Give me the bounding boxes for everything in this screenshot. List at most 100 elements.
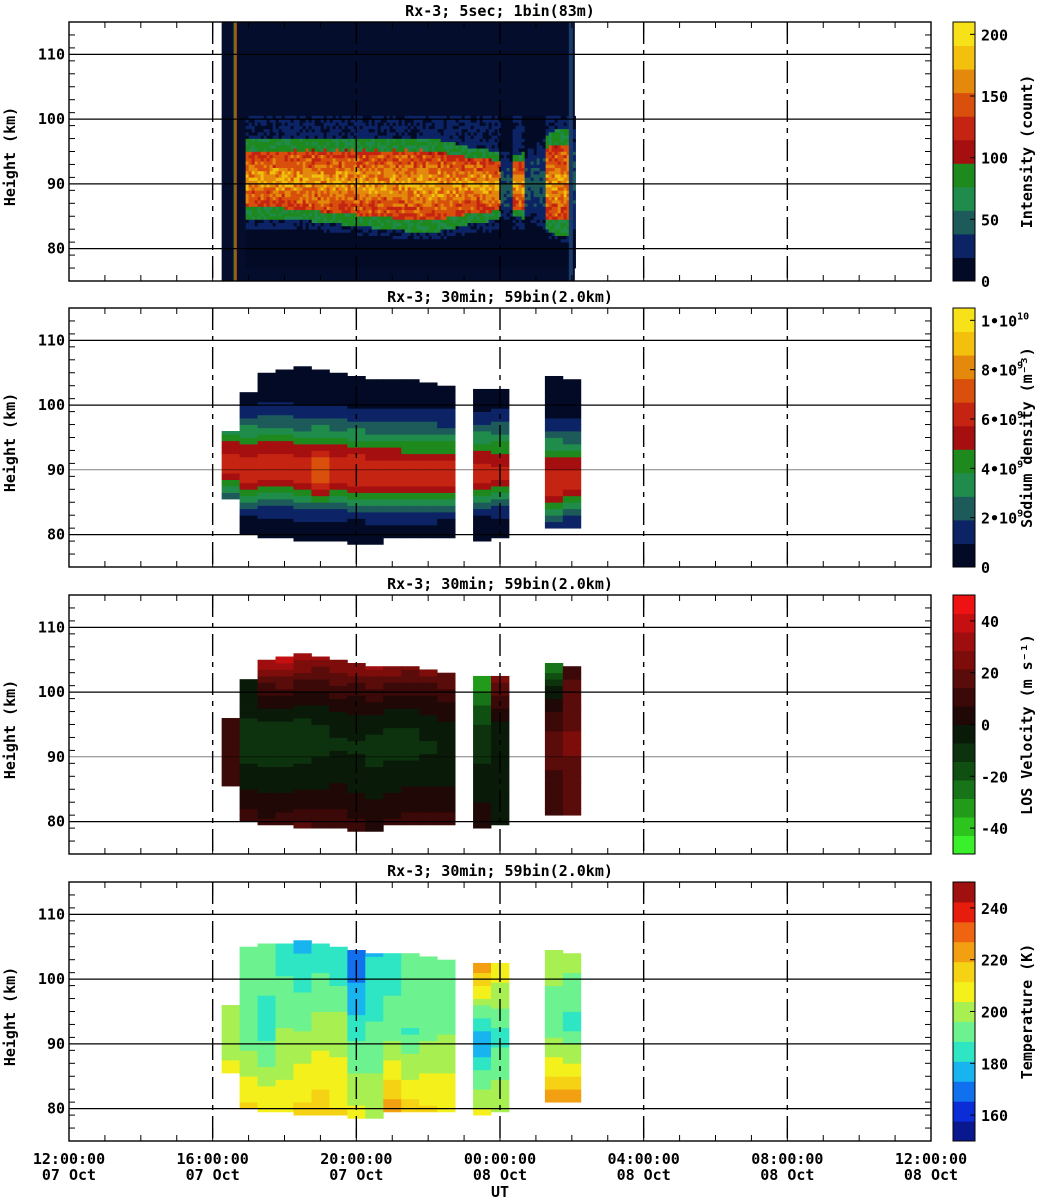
intensity-cell	[380, 141, 384, 146]
intensity-cell	[455, 203, 459, 207]
intensity-cell	[311, 119, 315, 123]
intensity-cell	[341, 222, 345, 227]
intensity-cell	[497, 128, 501, 133]
intensity-cell	[326, 190, 330, 194]
intensity-cell	[440, 255, 444, 259]
intensity-cell	[389, 154, 393, 159]
intensity-cell	[362, 248, 366, 253]
intensity-cell	[278, 161, 282, 165]
intensity-cell	[389, 225, 393, 230]
intensity-cell	[374, 151, 378, 156]
intensity-cell	[515, 180, 519, 185]
intensity-cell	[494, 196, 498, 201]
intensity-cell	[275, 229, 279, 233]
intensity-cell	[341, 264, 345, 269]
intensity-cell	[494, 222, 498, 227]
intensity-cell	[308, 132, 312, 136]
intensity-cell	[407, 122, 411, 126]
intensity-cell	[431, 200, 435, 204]
intensity-cell	[539, 135, 543, 139]
intensity-cell	[383, 196, 387, 201]
intensity-cell	[524, 242, 528, 246]
intensity-cell	[311, 174, 315, 178]
intensity-cell	[389, 132, 393, 136]
intensity-cell	[482, 219, 486, 224]
intensity-cell	[362, 170, 366, 175]
intensity-cell	[386, 141, 390, 146]
intensity-cell	[542, 128, 546, 133]
intensity-cell	[260, 180, 264, 185]
intensity-cell	[302, 258, 306, 262]
intensity-cell	[335, 245, 339, 249]
intensity-cell	[428, 193, 432, 198]
intensity-cell	[518, 180, 522, 185]
intensity-cell	[371, 200, 375, 204]
intensity-cell	[500, 122, 504, 126]
intensity-cell	[422, 128, 426, 133]
intensity-cell	[311, 225, 315, 230]
intensity-cell	[269, 232, 273, 236]
intensity-cell	[494, 125, 498, 130]
intensity-cell	[464, 122, 468, 126]
intensity-cell	[548, 251, 552, 256]
intensity-cell	[377, 141, 381, 146]
intensity-cell	[488, 164, 492, 168]
intensity-cell	[422, 251, 426, 256]
intensity-cell	[494, 154, 498, 159]
intensity-cell	[452, 154, 456, 159]
intensity-cell	[473, 225, 477, 230]
intensity-cell	[527, 135, 531, 139]
intensity-cell	[365, 264, 369, 269]
intensity-cell	[452, 258, 456, 262]
intensity-cell	[479, 242, 483, 246]
intensity-cell	[554, 264, 558, 269]
intensity-cell	[290, 255, 294, 259]
intensity-cell	[260, 148, 264, 152]
intensity-cell	[263, 251, 267, 256]
intensity-cell	[440, 148, 444, 152]
intensity-cell	[521, 251, 525, 256]
intensity-cell	[353, 115, 357, 120]
intensity-cell	[266, 200, 270, 204]
intensity-cell	[524, 183, 528, 188]
intensity-cell	[524, 167, 528, 172]
intensity-cell	[515, 157, 519, 162]
intensity-cell	[287, 209, 291, 214]
intensity-cell	[266, 187, 270, 191]
intensity-cell	[479, 232, 483, 236]
intensity-cell	[428, 248, 432, 253]
intensity-cell	[320, 187, 324, 191]
intensity-cell	[251, 167, 255, 172]
intensity-cell	[248, 200, 252, 204]
intensity-cell	[512, 229, 516, 233]
intensity-cell	[392, 245, 396, 249]
intensity-cell	[371, 177, 375, 181]
intensity-cell	[428, 213, 432, 217]
intensity-cell	[461, 174, 465, 178]
intensity-cell	[416, 141, 420, 146]
intensity-cell	[275, 238, 279, 243]
intensity-cell	[299, 141, 303, 146]
intensity-cell	[563, 242, 567, 246]
intensity-cell	[320, 148, 324, 152]
intensity-cell	[479, 190, 483, 194]
intensity-cell	[440, 200, 444, 204]
intensity-cell	[254, 151, 258, 156]
intensity-cell	[326, 138, 330, 143]
intensity-cell	[245, 151, 249, 156]
intensity-cell	[422, 225, 426, 230]
intensity-cell	[371, 119, 375, 123]
intensity-cell	[476, 167, 480, 172]
intensity-cell	[509, 161, 513, 165]
intensity-cell	[443, 225, 447, 230]
intensity-cell	[344, 193, 348, 198]
intensity-cell	[269, 200, 273, 204]
intensity-cell	[326, 242, 330, 246]
intensity-cell	[374, 138, 378, 143]
intensity-cell	[545, 119, 549, 123]
intensity-cell	[341, 196, 345, 201]
intensity-cell	[356, 174, 360, 178]
intensity-cell	[392, 229, 396, 233]
intensity-cell	[356, 245, 360, 249]
intensity-cell	[500, 119, 504, 123]
